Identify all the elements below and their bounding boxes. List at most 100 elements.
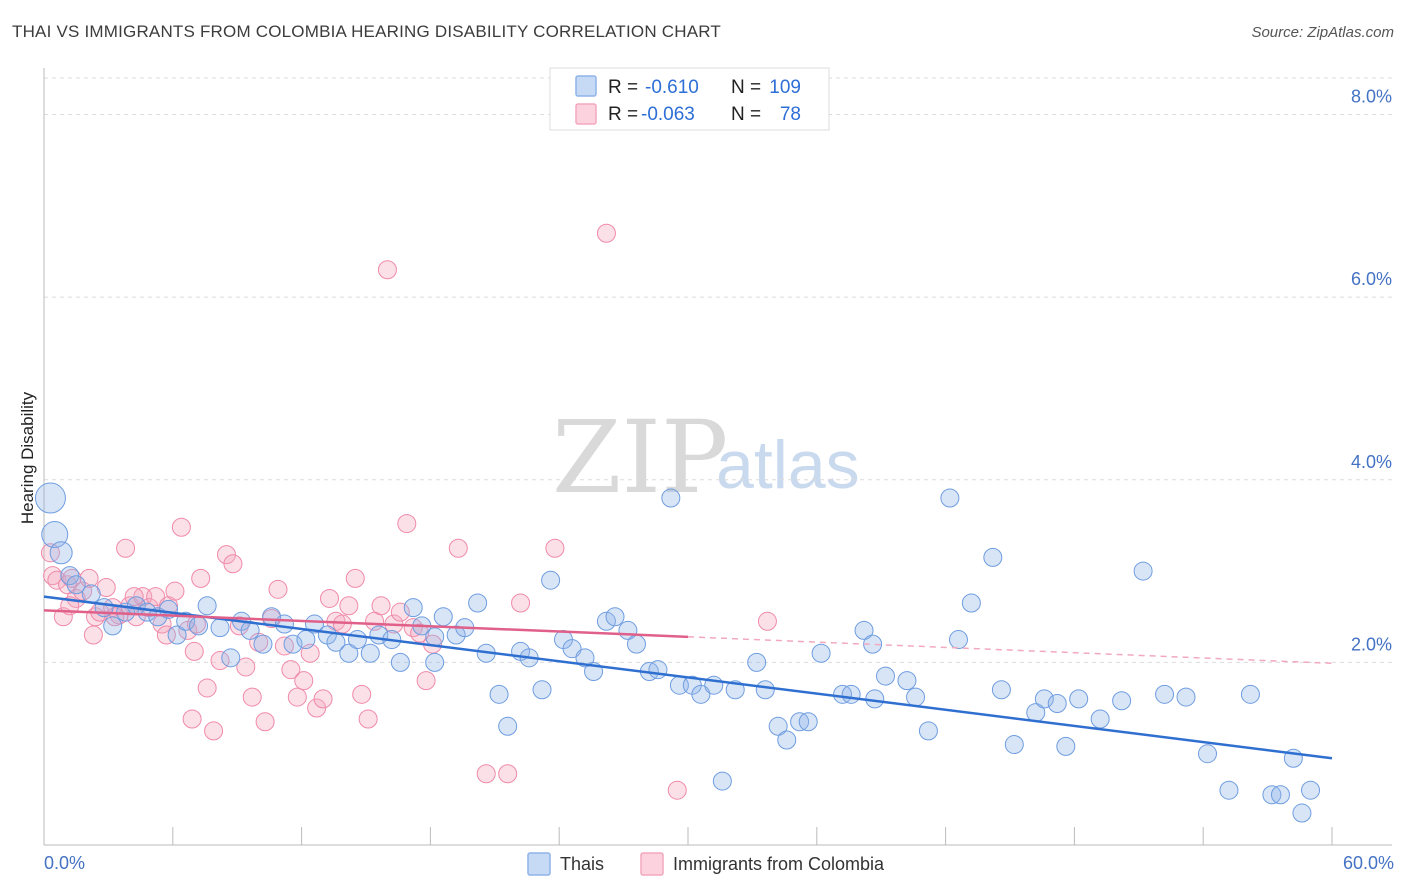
thais-point-83	[961, 593, 981, 613]
thais-point-29	[339, 643, 359, 663]
thais-point-38	[433, 607, 453, 627]
chart-title: THAI VS IMMIGRANTS FROM COLOMBIA HEARING…	[12, 22, 722, 41]
thais-point-58	[648, 660, 668, 680]
thais-point-88	[1047, 693, 1067, 713]
legend-r-value-thais: -0.610	[645, 77, 699, 98]
thais-point-47	[532, 680, 552, 700]
bottom-legend-swatch-colombia	[640, 852, 664, 876]
thais-point-81	[940, 488, 960, 508]
thais-point-89	[1056, 736, 1076, 756]
colombia-point-49	[339, 596, 359, 616]
source-note: Source: ZipAtlas.com	[1251, 24, 1394, 41]
colombia-point-19	[146, 587, 166, 607]
colombia-point-50	[345, 568, 365, 588]
colombia-point-69	[667, 780, 687, 800]
bottom-legend-label-colombia: Immigrants from Colombia	[673, 854, 885, 874]
colombia-point-63	[448, 538, 468, 558]
y-tick-label-1: 4.0%	[1351, 452, 1392, 472]
thais-point-0	[34, 482, 66, 514]
y-tick-label-3: 8.0%	[1351, 87, 1392, 107]
legend-n-value-colombia: 78	[780, 104, 801, 125]
thais-point-97	[1219, 780, 1239, 800]
thais-point-5	[81, 584, 101, 604]
thais-point-72	[811, 643, 831, 663]
thais-point-30	[347, 630, 367, 650]
colombia-point-58	[397, 514, 417, 534]
legend-r-label-thais: R =	[608, 77, 638, 98]
thais-point-26	[304, 614, 324, 634]
legend-n-label-thais: N =	[731, 77, 761, 98]
thais-point-13	[167, 625, 187, 645]
colombia-point-70	[757, 611, 777, 631]
colombia-point-14	[116, 538, 136, 558]
legend-swatch-colombia	[575, 103, 597, 125]
colombia-point-65	[498, 764, 518, 784]
thais-point-23	[274, 614, 294, 634]
thais-point-4	[66, 575, 86, 595]
colombia-point-33	[236, 657, 256, 677]
thais-point-71	[798, 712, 818, 732]
thais-point-18	[221, 648, 241, 668]
colombia-point-72	[83, 625, 103, 645]
colombia-point-25	[184, 641, 204, 661]
thais-point-48	[541, 570, 561, 590]
thais-point-68	[768, 716, 788, 736]
thais-point-34	[390, 652, 410, 672]
thais-point-103	[1301, 780, 1321, 800]
thais-point-96	[1197, 744, 1217, 764]
colombia-point-22	[165, 581, 185, 601]
colombia-point-23	[171, 517, 191, 537]
colombia-point-52	[358, 709, 378, 729]
thais-point-21	[253, 634, 273, 654]
colombia-point-31	[223, 554, 243, 574]
thais-point-65	[725, 680, 745, 700]
thais-point-24	[283, 634, 303, 654]
thais-point-77	[875, 666, 895, 686]
legend-n-label-colombia: N =	[731, 104, 761, 125]
thais-point-59	[661, 488, 681, 508]
colombia-point-36	[255, 712, 275, 732]
thais-point-1	[41, 521, 69, 549]
thais-point-44	[498, 716, 518, 736]
stats-legend: R = -0.610 N = 109 R = -0.063 N = 78	[549, 67, 830, 131]
bottom-legend-swatch-thais	[527, 852, 551, 876]
y-axis-label: Hearing Disability	[18, 391, 37, 524]
x-tick-label-left: 0.0%	[44, 853, 85, 873]
colombia-trend-line-extension	[687, 636, 1333, 665]
thais-point-84	[983, 547, 1003, 567]
series-thais-points	[34, 482, 1321, 823]
thais-point-66	[747, 652, 767, 672]
legend-swatch-thais	[575, 75, 597, 97]
bottom-legend-label-thais: Thais	[560, 854, 604, 874]
series-colombia-points	[40, 223, 777, 800]
colombia-point-45	[313, 689, 333, 709]
thais-point-17	[210, 618, 230, 638]
y-tick-labels: 2.0% 4.0% 6.0% 8.0%	[1351, 87, 1392, 655]
thais-point-82	[948, 630, 968, 650]
trend-lines	[43, 595, 1333, 760]
thais-point-43	[489, 684, 509, 704]
colombia-point-64	[476, 764, 496, 784]
thais-point-78	[897, 671, 917, 691]
colombia-point-46	[320, 588, 340, 608]
colombia-point-26	[191, 568, 211, 588]
thais-point-16	[197, 596, 217, 616]
colombia-point-67	[545, 538, 565, 558]
thais-point-69	[777, 730, 797, 750]
y-tick-label-2: 6.0%	[1351, 269, 1392, 289]
watermark: ZIP atlas	[552, 399, 860, 516]
colombia-point-40	[281, 660, 301, 680]
gridlines	[44, 77, 1392, 663]
thais-point-41	[468, 593, 488, 613]
thais-point-92	[1112, 691, 1132, 711]
legend-r-value-colombia: -0.063	[641, 104, 695, 125]
colombia-point-66	[511, 593, 531, 613]
thais-point-93	[1133, 561, 1153, 581]
colombia-point-42	[294, 671, 314, 691]
thais-point-85	[1004, 735, 1024, 755]
thais-point-35	[403, 598, 423, 618]
thais-point-51	[575, 648, 595, 668]
thais-point-100	[1270, 785, 1290, 805]
thais-point-106	[991, 680, 1011, 700]
